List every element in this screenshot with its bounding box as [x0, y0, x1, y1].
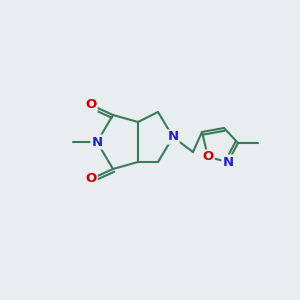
Text: O: O	[202, 151, 214, 164]
Text: N: N	[222, 155, 234, 169]
Text: O: O	[85, 98, 97, 112]
Text: N: N	[92, 136, 103, 148]
Text: O: O	[85, 172, 97, 185]
Text: N: N	[167, 130, 178, 143]
